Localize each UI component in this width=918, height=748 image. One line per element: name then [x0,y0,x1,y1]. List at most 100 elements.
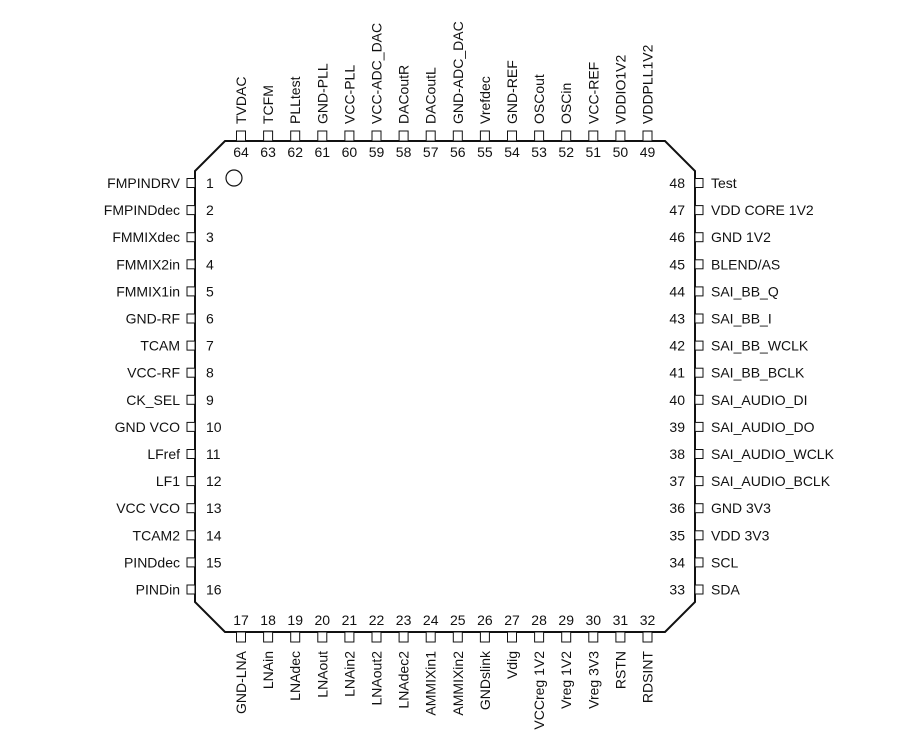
pin-name-label: Vrefdec [477,76,493,124]
pin-pad-right [694,313,704,324]
pin-number: 17 [233,612,249,628]
pin-number: 13 [206,500,222,516]
pin-name-label: GND-ADC_DAC [450,21,466,124]
pin-pad-top [534,130,545,142]
pin-number: 33 [669,582,685,598]
pin-number: 9 [206,392,214,408]
pin-pad-top [344,130,355,142]
pin-number: 45 [669,256,685,272]
pin-pad-right [694,421,704,432]
pin-name-label: LF1 [156,473,180,489]
pin-number: 28 [531,612,547,628]
pin-number: 4 [206,256,214,272]
pin-name-label: VDD CORE 1V2 [711,202,814,218]
pin-name-label: GND 3V3 [711,500,771,516]
pin-name-label: GNDslink [477,650,493,710]
pin-name-label: PINDdec [124,554,180,570]
pin-pad-top [317,130,328,142]
pin-name-label: RSTN [612,651,628,689]
pin-name-label: GND VCO [115,419,180,435]
pin-pad-bottom [452,631,463,643]
pin-number: 2 [206,202,214,218]
pin-number: 30 [586,612,602,628]
pin-pad-top [425,130,436,142]
pin-name-label: LFref [147,446,180,462]
pin-number: 19 [287,612,303,628]
pin-pad-bottom [371,631,382,643]
pin-name-label: OSCin [558,83,574,124]
pin-number: 34 [669,554,685,570]
pin-name-label: TCFM [260,85,276,124]
pin-number: 14 [206,527,222,543]
pin-pad-top [615,130,626,142]
pin-number: 48 [669,175,685,191]
pin-name-label: SAI_AUDIO_WCLK [711,446,835,462]
pin-name-label: PLLtest [287,76,303,124]
pin-number: 11 [206,446,221,462]
pin-number: 39 [669,419,685,435]
pin-pad-top [507,130,517,142]
pin-number: 50 [613,144,629,160]
pin-pad-left [186,530,196,541]
pin-pad-bottom [534,631,545,643]
pin-number: 5 [206,283,214,299]
pin-pad-bottom [263,631,274,643]
pin-name-label: DACoutL [423,67,439,124]
pin-name-label: GND-LNA [233,650,249,714]
pin-pad-left [186,421,196,432]
pin-pad-right [694,557,704,568]
pin-name-label: SAI_AUDIO_DI [711,392,807,408]
pin-number: 60 [342,144,358,160]
chip-body [194,140,696,633]
pin-pad-top [371,130,382,142]
pin-name-label: TVDAC [233,77,249,124]
pin-pad-right [694,476,704,487]
pin-number: 15 [206,554,222,570]
pin-name-label: SAI_BB_I [711,311,772,327]
pin-number: 31 [613,612,629,628]
pin-name-label: GND-PLL [314,63,330,124]
pin-pad-left [186,394,196,405]
pin-name-label: VDD 3V3 [711,527,770,543]
pin-name-label: GND-RF [126,311,180,327]
pin-name-label: VCC VCO [116,500,180,516]
pin-name-label: CK_SEL [126,392,180,408]
pin-pad-bottom [642,631,653,643]
pin-name-label: SCL [711,554,738,570]
pin-pad-bottom [507,631,517,643]
pin-pad-bottom [236,631,246,643]
pin-number: 27 [504,612,520,628]
pin-number: 52 [558,144,574,160]
pin-number: 35 [669,527,685,543]
pin-name-label: PINDin [136,582,180,598]
pin-name-label: FMMIXdec [112,229,180,245]
pin-pad-right [694,178,704,188]
pin-pad-bottom [561,631,572,643]
pin-pad-left [186,340,196,351]
pin-number: 38 [669,446,685,462]
pin-number: 37 [669,473,685,489]
pin-number: 32 [640,612,656,628]
pin-name-label: VCCreg 1V2 [531,651,547,730]
pin-pad-left [186,313,196,324]
pin-pad-left [186,232,196,243]
pin-pad-left [186,178,196,188]
pin-number: 7 [206,338,214,354]
pin-number: 26 [477,612,493,628]
pin-name-label: DACoutR [396,65,412,124]
pin-number: 42 [669,338,685,354]
pin-number: 51 [586,144,602,160]
pin-pad-top [290,130,301,142]
pin-number: 10 [206,419,222,435]
pin-pad-bottom [317,631,328,643]
pin-number: 49 [640,144,656,160]
pin-name-label: AMMIXin2 [450,651,466,716]
pin-pad-right [694,503,704,514]
pin-number: 62 [287,144,303,160]
pin-number: 25 [450,612,466,628]
pin-pad-top [642,130,653,142]
pin-number: 29 [558,612,574,628]
pin-name-label: LNAout [314,651,330,698]
pin-name-label: FMPINDRV [107,175,181,191]
pin-pad-left [186,449,196,459]
